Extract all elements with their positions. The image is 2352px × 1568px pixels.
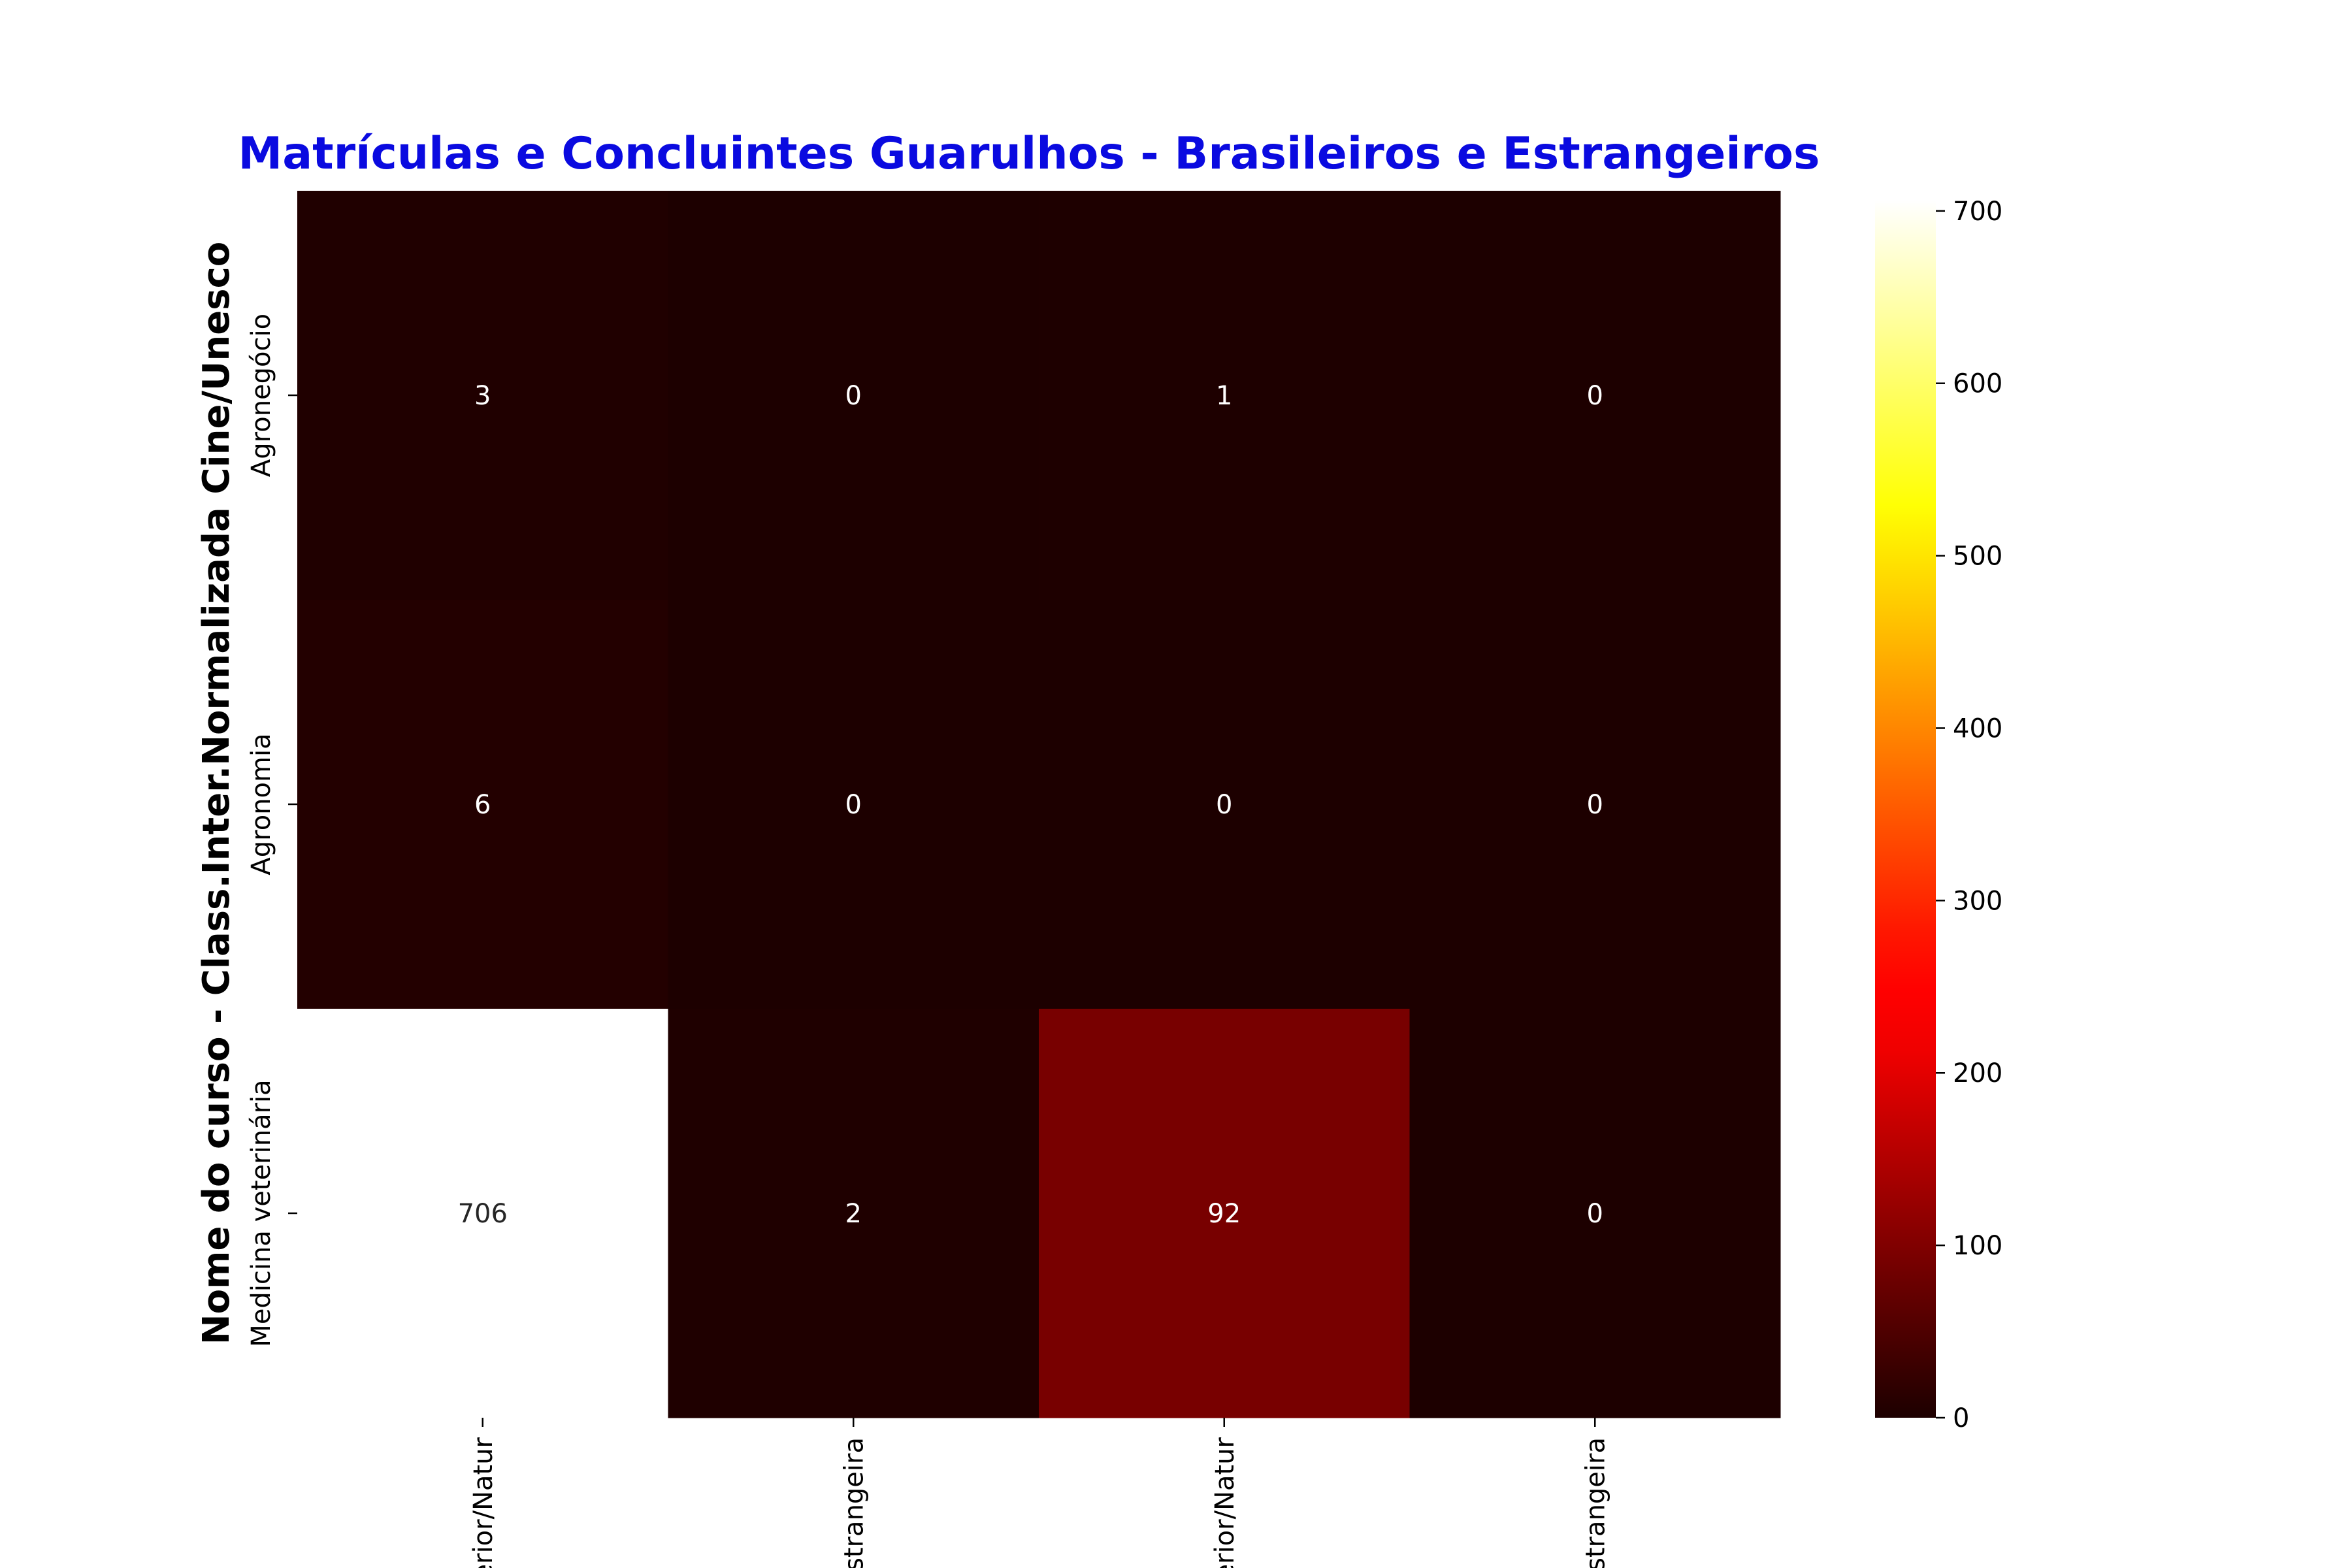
heatmap-cell	[1039, 600, 1410, 1009]
colorbar-tick-label: 500	[1953, 542, 2002, 572]
cell-value-label: 0	[1587, 1199, 1603, 1229]
cell-value-label: 92	[1207, 1199, 1241, 1229]
chart-title: Matrículas e Concluintes Guarulhos - Bra…	[238, 128, 1820, 180]
heatmap-cell	[1409, 1009, 1781, 1418]
cell-value-label: 0	[1587, 790, 1603, 820]
colorbar-tick-label: 200	[1953, 1058, 2002, 1088]
colorbar-tick-label: 0	[1953, 1403, 1969, 1433]
heatmap-cell	[297, 191, 668, 600]
heatmap-cell	[668, 600, 1039, 1009]
x-tick-label: terior/Natur	[1210, 1437, 1240, 1568]
colorbar-tick-label: 100	[1953, 1231, 2002, 1261]
cell-value-label: 6	[474, 790, 491, 820]
colorbar-tick-label: 300	[1953, 886, 2002, 916]
heatmap-cell	[668, 1009, 1039, 1418]
cell-value-label: 2	[845, 1199, 862, 1229]
heatmap-cell	[1039, 191, 1410, 600]
cell-value-label: 0	[845, 790, 862, 820]
heatmap-cell	[1409, 191, 1781, 600]
colorbar	[1875, 201, 1936, 1418]
x-tick-label: Estrangeira	[839, 1437, 869, 1568]
x-tick-label: erior/Natur	[468, 1437, 498, 1568]
y-tick-label: Medicina veterinária	[246, 1079, 276, 1347]
y-tick-label: Agronegócio	[246, 314, 276, 477]
x-axis-ticks: erior/Natur Estrangeira terior/Natur Estran…	[468, 1418, 1610, 1568]
cell-value-label: 706	[458, 1199, 508, 1229]
colorbar-tick-label: 600	[1953, 369, 2002, 399]
colorbar-tick-label: 700	[1953, 197, 2002, 227]
heatmap-cells	[297, 191, 1781, 1418]
cell-value-labels: 3 0 1 0 6 0 0 0 706 2 92 0	[458, 381, 1603, 1229]
cell-value-label: 0	[1587, 381, 1603, 411]
cell-value-label: 1	[1216, 381, 1232, 411]
heatmap-cell	[1039, 1009, 1410, 1418]
colorbar-tick-label: 400	[1953, 713, 2002, 743]
cell-value-label: 0	[845, 381, 862, 411]
y-axis-ticks: Agronegócio Agronomia Medicina veterinária	[246, 314, 297, 1347]
heatmap-cell	[1409, 600, 1781, 1009]
x-tick-label: Estrangeira	[1580, 1437, 1610, 1568]
cell-value-label: 3	[474, 381, 491, 411]
heatmap-cell	[297, 1009, 668, 1418]
colorbar-ticks: 0 100 200 300 400 500 600 700	[1936, 197, 2002, 1433]
cell-value-label: 0	[1216, 790, 1232, 820]
heatmap-cell	[297, 600, 668, 1009]
heatmap-cell	[668, 191, 1039, 600]
y-axis-title: Nome do curso - Class.Inter.Normalizada …	[195, 242, 238, 1345]
y-tick-label: Agronomia	[246, 733, 276, 875]
